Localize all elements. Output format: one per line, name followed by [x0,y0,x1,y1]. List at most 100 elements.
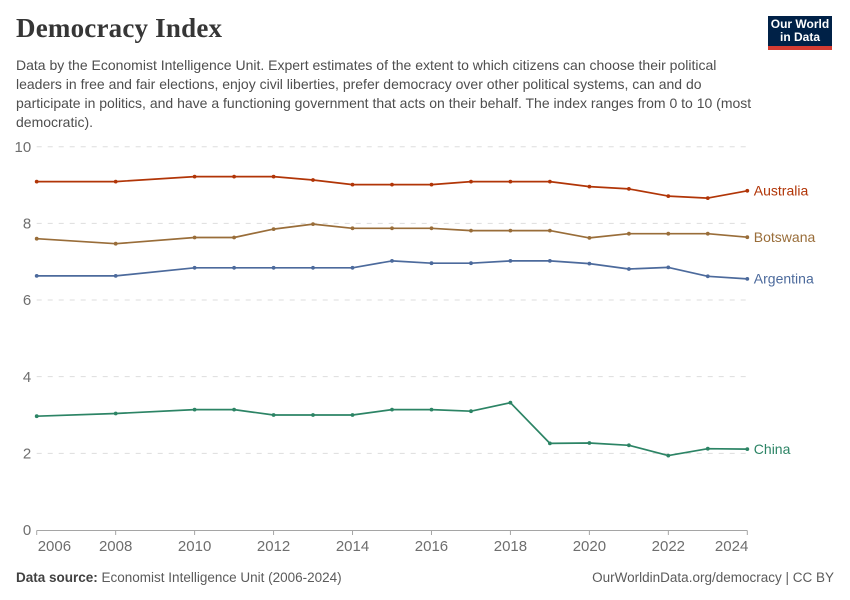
series-point-australia-2011 [232,174,237,179]
series-point-china-2008 [113,411,118,416]
series-label-australia: Australia [754,183,809,199]
series-point-china-2015 [390,407,394,412]
series-point-australia-2020 [587,184,592,189]
series-point-australia-2023 [705,196,710,200]
series-point-botswana-2013 [311,222,315,226]
series-point-australia-2012 [271,174,276,179]
series-point-botswana-2024 [745,235,750,240]
x-tick-label-2012: 2012 [257,538,290,555]
series-point-argentina-2008 [113,274,118,278]
series-point-australia-2010 [192,174,197,179]
series-point-china-2006 [34,414,39,419]
series-point-china-2022 [666,453,671,458]
y-tick-label-2: 2 [23,446,31,463]
y-tick-label-4: 4 [23,369,31,386]
series-point-argentina-2018 [508,259,513,263]
owid-logo-line2: in Data [779,30,820,44]
series-point-botswana-2012 [271,227,276,231]
series-point-botswana-2018 [508,228,513,233]
x-tick-label-2016: 2016 [415,538,448,555]
line-chart: 2006 2008 2010 2012 2014 2016 2018 2020 2022 2024… [15,139,816,555]
series-point-argentina-2010 [192,265,197,270]
series-label-argentina: Argentina [754,271,814,287]
series-point-australia-2014 [350,182,355,187]
series-point-argentina-2016 [429,261,434,266]
series-point-botswana-2021 [627,231,631,236]
series-point-botswana-2020 [587,236,592,240]
series-point-china-2014 [350,413,355,417]
series-point-australia-2006 [34,179,39,184]
series-point-china-2018 [508,400,513,405]
series-point-botswana-2010 [192,235,197,240]
data-source-value: Economist Intelligence Unit (2006-2024) [97,569,342,585]
series-line-australia [35,175,749,199]
credit-link[interactable]: OurWorldinData.org/democracy | CC BY [592,569,834,585]
page-title: Democracy Index [16,13,223,43]
series-point-botswana-2011 [232,235,237,240]
y-tick-label-0: 0 [23,522,31,539]
x-tick-label-2010: 2010 [178,538,211,555]
series-point-australia-2022 [666,194,671,198]
series-point-australia-2008 [113,179,118,184]
series-line-argentina [35,260,749,280]
y-tick-label-10: 10 [15,139,32,156]
data-source-label: Data source: [16,569,98,585]
x-tick-label-2022: 2022 [652,538,685,555]
chart-subtitle: Data by the Economist Intelligence Unit.… [16,57,752,130]
series-point-argentina-2006 [34,274,39,278]
series-point-botswana-2006 [34,236,39,241]
series-label-china: China [754,441,791,457]
data-source: Data source: Economist Intelligence Unit… [16,570,342,585]
series-point-china-2011 [232,407,237,412]
series-point-botswana-2014 [350,226,355,231]
x-tick-label-2014: 2014 [336,538,369,555]
series-point-china-2012 [271,413,276,417]
series-point-china-2024 [745,447,750,451]
series-point-argentina-2012 [271,265,276,270]
series-point-argentina-2021 [627,267,631,271]
series-point-australia-2016 [429,182,434,187]
x-tick-label-2024: 2024 [715,538,748,555]
chart-footer: Data source: Economist Intelligence Unit… [16,567,834,587]
series-point-china-2010 [192,407,197,412]
series-point-botswana-2023 [705,231,710,236]
series-label-botswana: Botswana [754,229,816,245]
series-point-china-2021 [627,443,631,448]
owid-logo: Our World in Data [768,16,832,50]
series-point-australia-2017 [469,179,473,184]
series-point-australia-2015 [390,182,394,187]
series-point-australia-2021 [627,187,631,191]
series-point-botswana-2022 [666,231,671,236]
series-point-argentina-2020 [587,261,592,266]
series-point-argentina-2023 [705,274,710,279]
series-point-china-2023 [705,446,710,451]
series-point-australia-2024 [745,188,750,193]
series-point-botswana-2015 [390,226,394,231]
x-tick-label-2008: 2008 [99,538,132,555]
series-point-argentina-2024 [745,277,750,281]
series-point-china-2019 [548,441,552,446]
series-point-botswana-2016 [429,226,434,231]
series-point-china-2017 [469,409,473,414]
series-point-china-2013 [311,413,315,417]
series-point-botswana-2017 [469,228,473,233]
series-point-argentina-2014 [350,265,355,270]
series-point-argentina-2011 [232,265,237,270]
series-point-botswana-2008 [113,241,118,246]
series-point-argentina-2015 [390,259,394,263]
x-tick-label-2020: 2020 [573,538,606,555]
series-point-argentina-2013 [311,265,315,270]
series-point-argentina-2019 [548,259,552,263]
y-tick-label-8: 8 [23,216,31,233]
series-point-argentina-2017 [469,261,473,266]
x-tick-label-2006: 2006 [38,538,71,555]
x-tick-label-2018: 2018 [494,538,527,555]
y-tick-label-6: 6 [23,292,31,309]
series-point-china-2016 [429,407,434,412]
series-point-china-2020 [587,441,592,445]
owid-logo-line1: Our World [770,17,830,31]
series-point-australia-2019 [548,179,552,184]
series-point-australia-2013 [311,178,315,182]
series-point-argentina-2022 [666,265,671,270]
